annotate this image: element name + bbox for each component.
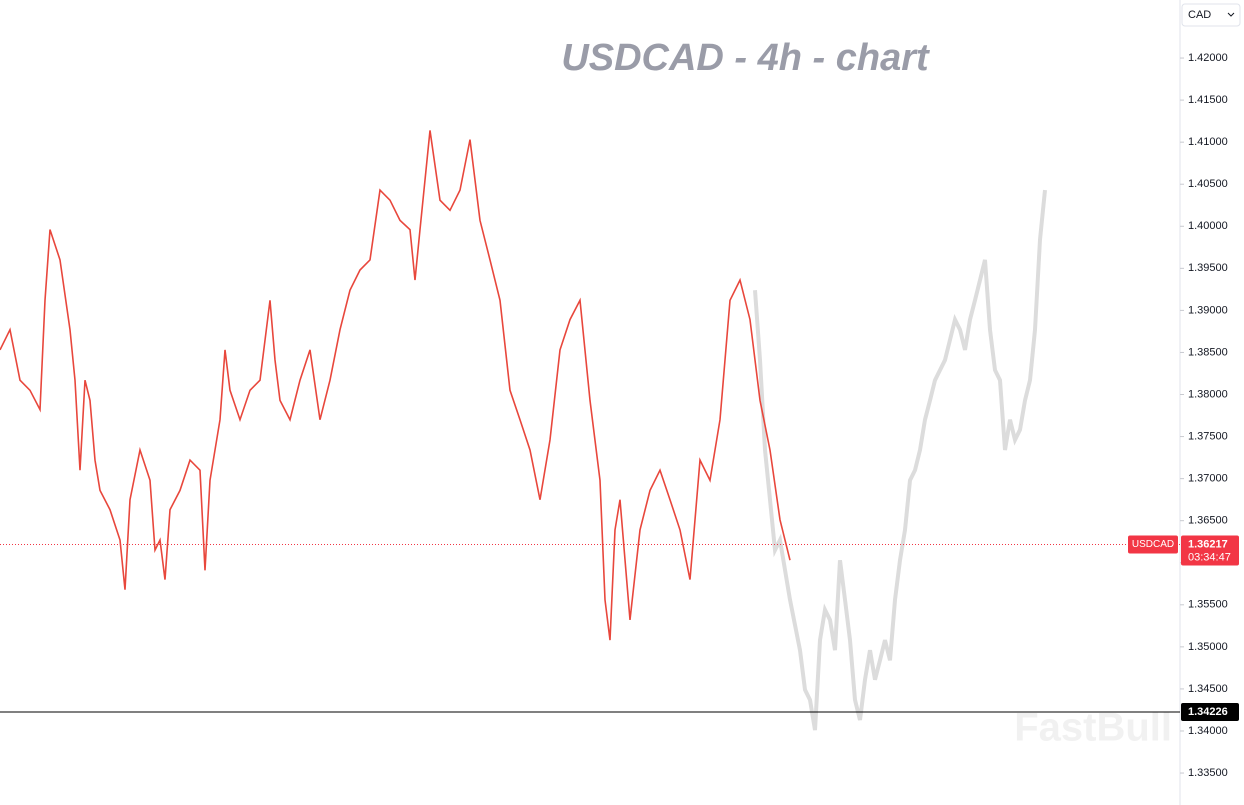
currency-dropdown[interactable] [1181, 3, 1241, 27]
price-tag [1181, 535, 1239, 566]
y-tick-label: 1.41000 [1188, 136, 1228, 148]
currency-label: CAD [1188, 9, 1211, 21]
price-line [0, 130, 791, 641]
y-tick-label: 1.34500 [1188, 683, 1228, 695]
y-tick-label: 1.38500 [1188, 346, 1228, 358]
symbol-tag-label: USDCAD [1132, 539, 1174, 550]
y-tick-label: 1.33500 [1188, 767, 1228, 779]
y-tick-label: 1.42000 [1188, 52, 1228, 64]
price-line [753, 189, 1047, 731]
y-tick-label: 1.34000 [1188, 725, 1228, 737]
y-tick-label: 1.36500 [1188, 515, 1228, 527]
price-tag [1181, 702, 1239, 721]
price-tag-value: 1.36217 [1188, 538, 1228, 550]
y-tick-label: 1.35000 [1188, 641, 1228, 653]
y-tick-label: 1.40500 [1188, 178, 1228, 190]
watermark: FastBull [1014, 706, 1172, 750]
y-tick-label: 1.35500 [1188, 599, 1228, 611]
y-tick-label: 1.37000 [1188, 473, 1228, 485]
chart-title: USDCAD - 4h - chart [561, 37, 930, 79]
price-countdown: 03:34:47 [1188, 551, 1231, 563]
price-tag-value: 1.34226 [1188, 706, 1228, 718]
y-tick-label: 1.39000 [1188, 304, 1228, 316]
y-tick-label: 1.38000 [1188, 388, 1228, 400]
dropdown-arrow [1227, 12, 1235, 17]
y-tick-label: 1.41500 [1188, 94, 1228, 106]
y-tick-label: 1.40000 [1188, 220, 1228, 232]
y-tick-label: 1.37500 [1188, 430, 1228, 442]
y-tick-label: 1.39500 [1188, 262, 1228, 274]
symbol-tag [1128, 535, 1178, 554]
